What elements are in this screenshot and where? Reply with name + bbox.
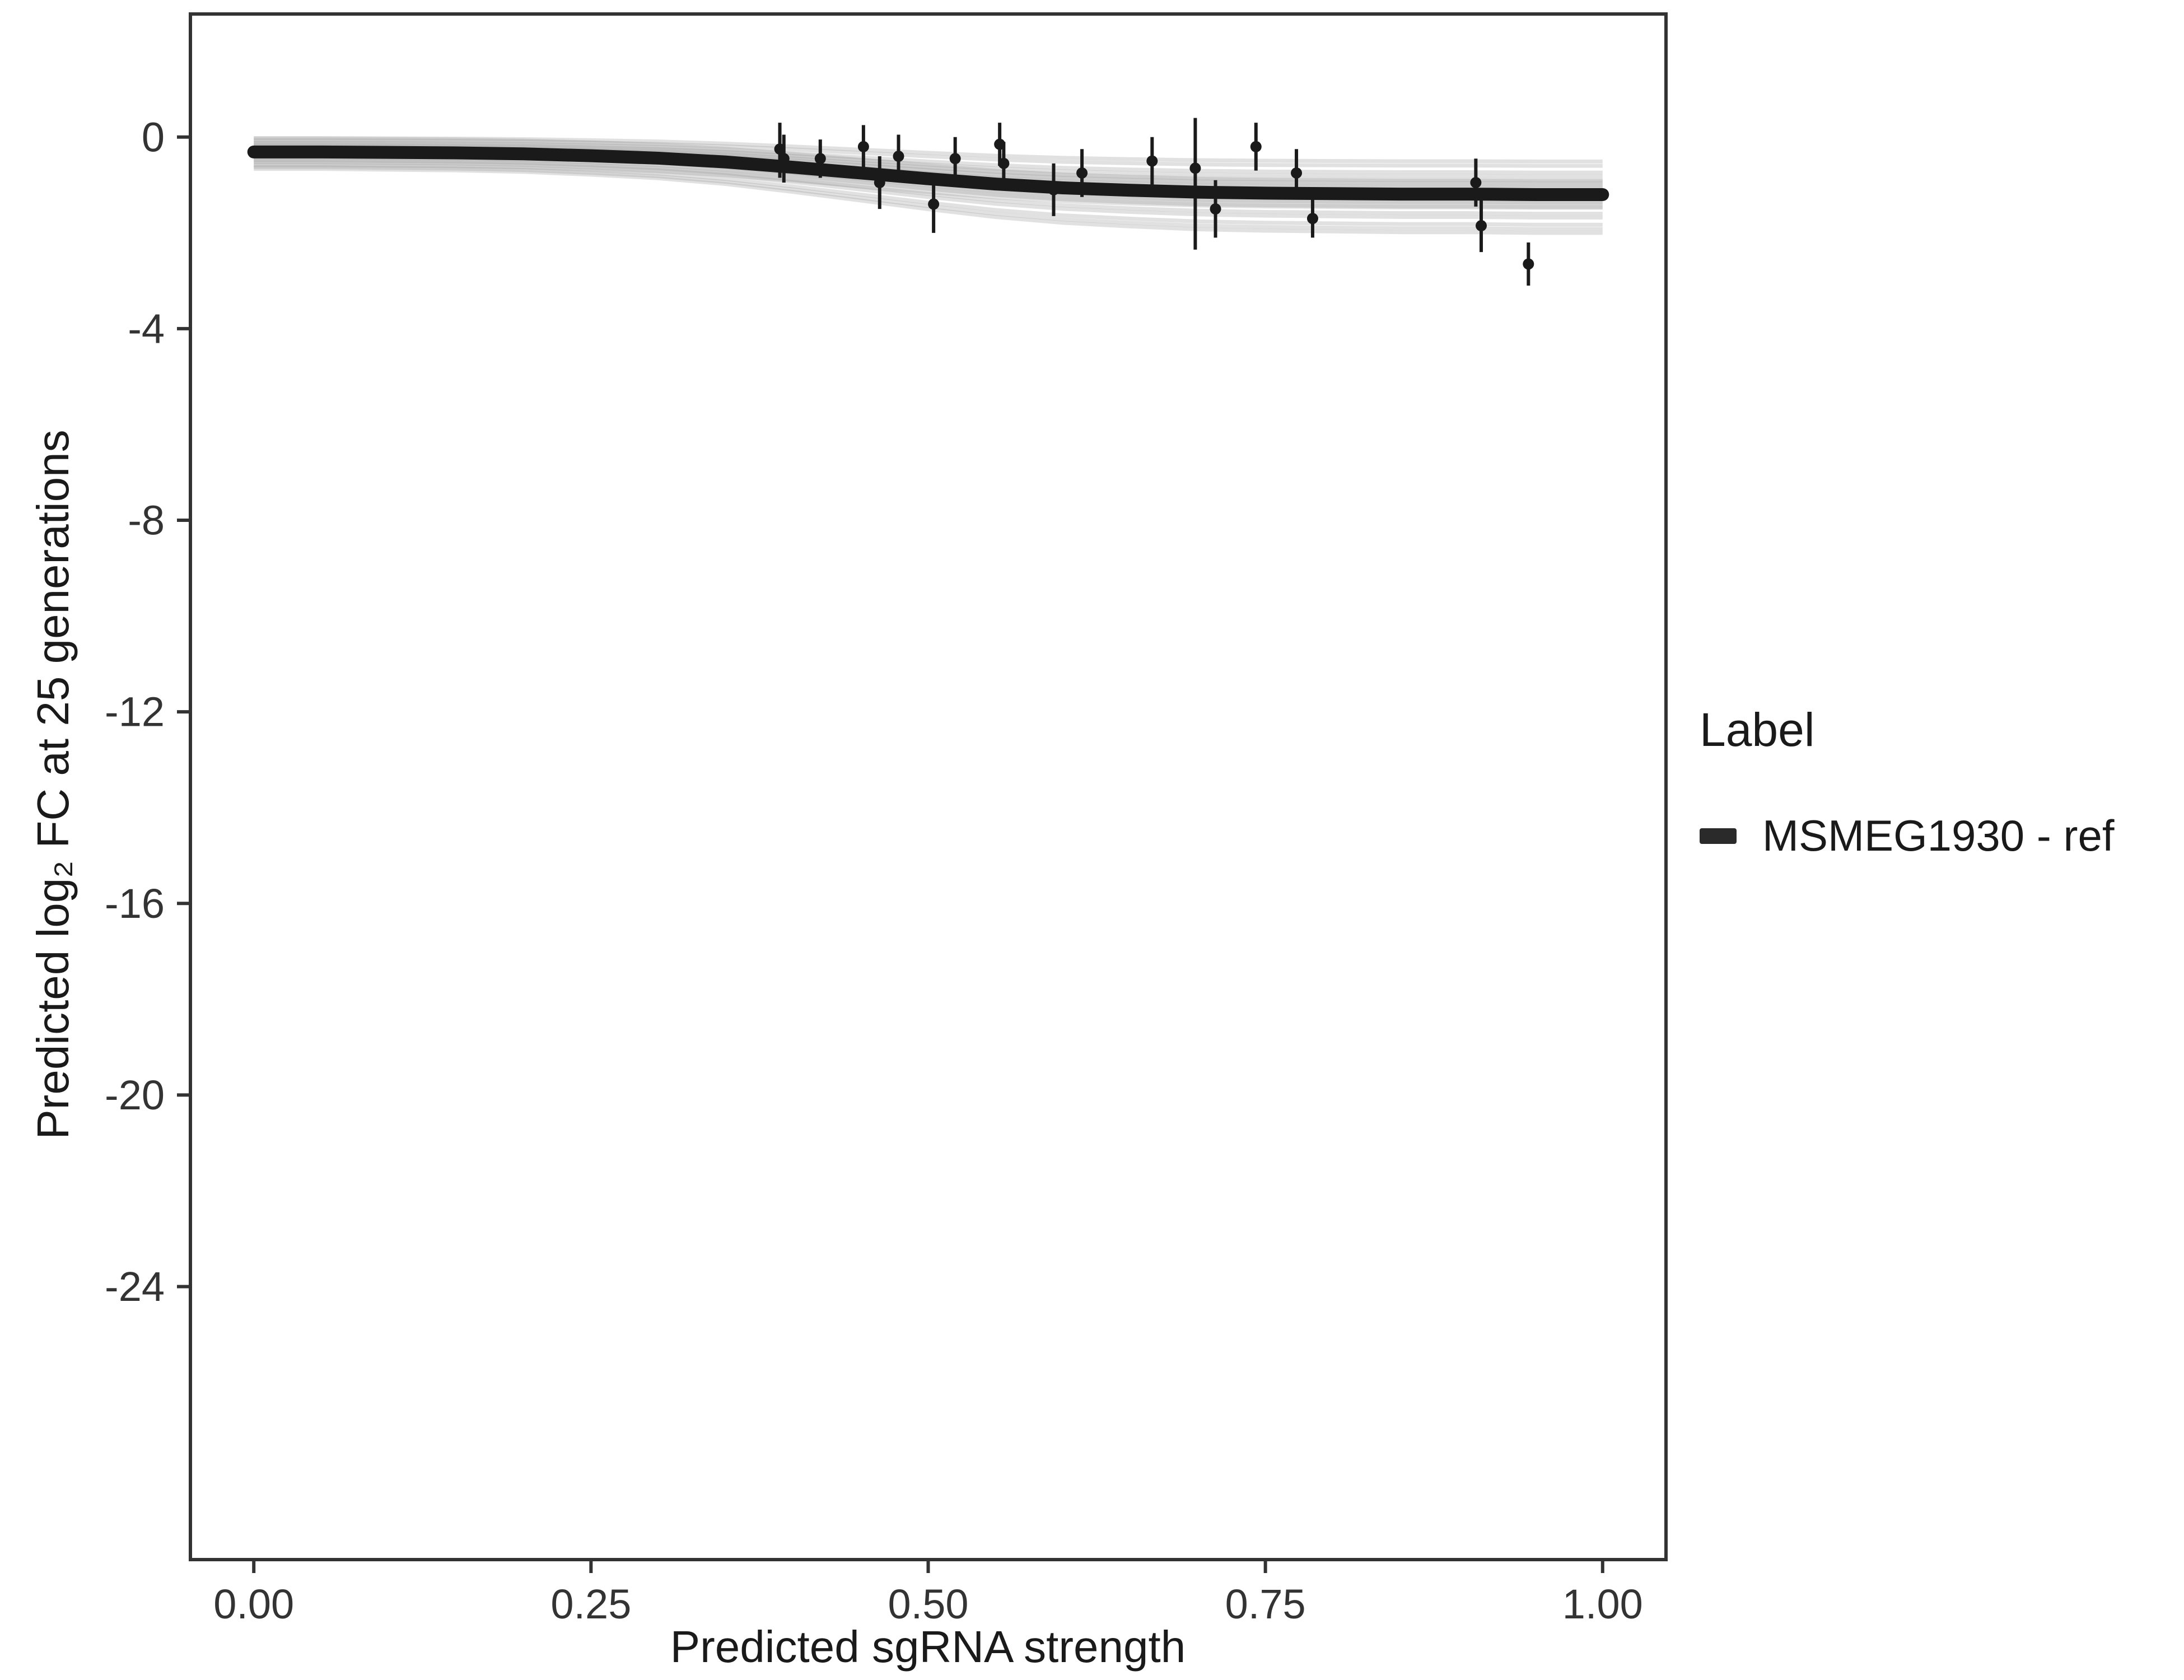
- y-tick-label: -4: [128, 305, 165, 352]
- data-point: [1146, 155, 1158, 167]
- x-axis-title: Predicted sgRNA strength: [670, 1622, 1186, 1672]
- y-tick-label: -12: [105, 689, 165, 735]
- ensemble-line: [254, 138, 1603, 168]
- y-axis-title: Predicted log₂ FC at 25 generations: [28, 430, 78, 1140]
- data-point: [1189, 162, 1201, 174]
- data-point: [1210, 203, 1221, 215]
- data-point: [998, 157, 1010, 169]
- ensemble-line: [254, 136, 1603, 164]
- x-tick-label: 0.75: [1225, 1581, 1306, 1627]
- ensemble-line: [254, 167, 1603, 235]
- x-tick-label: 1.00: [1562, 1581, 1643, 1627]
- data-point: [778, 153, 790, 165]
- data-point: [814, 153, 826, 165]
- fit-line: [247, 145, 1609, 201]
- legend-entry-label: MSMEG1930 - ref: [1762, 811, 2115, 860]
- x-tick-label: 0.00: [213, 1581, 294, 1627]
- ensemble-line: [254, 141, 1603, 175]
- data-point: [1306, 213, 1318, 225]
- data-point: [928, 198, 940, 210]
- ensemble-line: [254, 158, 1603, 216]
- data-point: [874, 177, 885, 189]
- data-point: [893, 151, 904, 162]
- ensemble-line: [254, 142, 1603, 179]
- y-tick-label: -24: [105, 1263, 165, 1310]
- data-point: [1470, 177, 1482, 189]
- data-point: [857, 141, 869, 152]
- y-tick-label: -20: [105, 1072, 165, 1118]
- data-point: [1076, 167, 1088, 179]
- y-tick-label: -16: [105, 880, 165, 927]
- data-point: [1250, 141, 1262, 152]
- y-tick-label: -8: [128, 497, 165, 544]
- data-point: [1523, 258, 1534, 270]
- legend: Label MSMEG1930 - ref: [1700, 703, 2115, 861]
- data-point: [1476, 220, 1487, 232]
- ensemble-line: [254, 165, 1603, 231]
- data-point: [1291, 167, 1303, 179]
- ensemble-line: [254, 163, 1603, 227]
- legend-title: Label: [1700, 703, 1815, 756]
- legend-key-line-swatch: [1700, 828, 1737, 844]
- x-tick-label: 0.25: [550, 1581, 631, 1627]
- panel-border: [189, 12, 1668, 1561]
- ensemble-line: [254, 160, 1603, 220]
- x-tick-label: 0.50: [888, 1581, 968, 1627]
- data-point: [1048, 184, 1060, 195]
- data-point: [949, 153, 961, 165]
- legend-entry: MSMEG1930 - ref: [1700, 810, 2115, 861]
- y-tick-label: 0: [142, 114, 165, 160]
